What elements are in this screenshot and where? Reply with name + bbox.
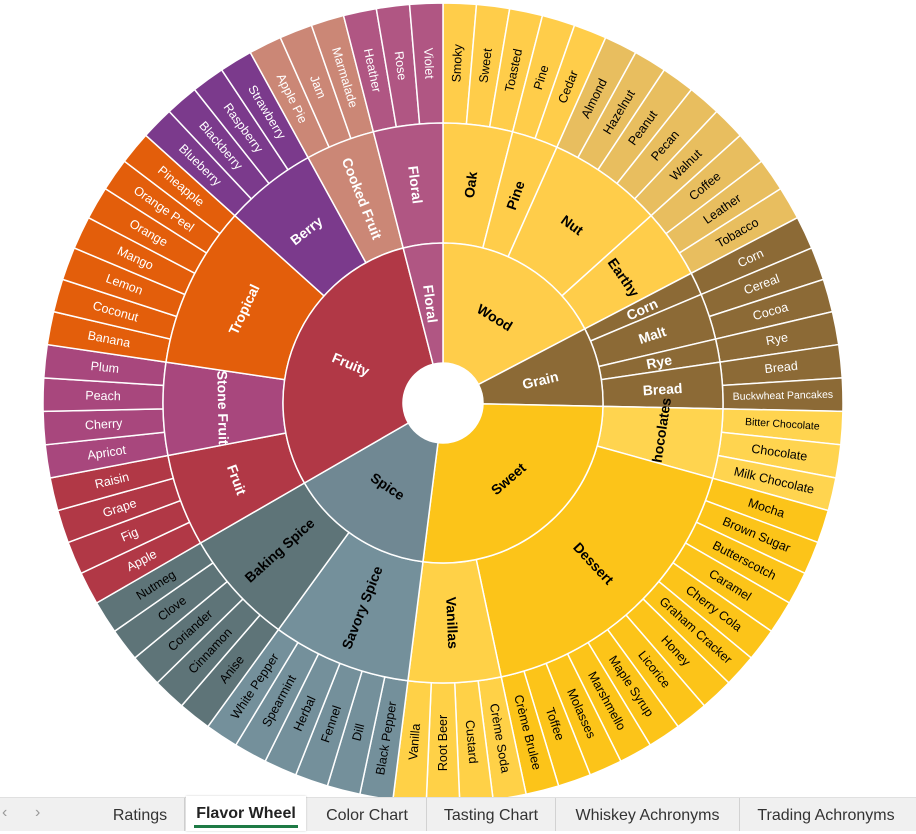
category-label: Floral [405, 165, 426, 205]
leaf-label: Root Beer [436, 715, 450, 771]
tab-label: Flavor Wheel [196, 805, 296, 822]
leaf-label: Dill [350, 722, 368, 742]
sheet-tab-bar: ‹ › Ratings Flavor Wheel Color Chart Tas… [0, 796, 916, 831]
active-tab-underline [194, 825, 298, 828]
tab-whiskey-achronyms[interactable]: Whiskey Achronyms [556, 798, 740, 831]
category-label: Bread [642, 380, 683, 398]
leaf-label: Cherry [85, 416, 124, 432]
category-label: Vanillas [443, 596, 461, 649]
leaf-label: Plum [90, 359, 120, 376]
tab-tasting-chart[interactable]: Tasting Chart [427, 798, 556, 831]
center-hole [403, 363, 483, 443]
leaf-label: Rye [765, 330, 790, 348]
tab-ratings[interactable]: Ratings [96, 798, 185, 831]
leaf-label: Bread [764, 359, 799, 376]
leaf-label: Custard [463, 719, 481, 764]
leaf-label: Fig [119, 525, 140, 545]
leaf-label: Violet [421, 47, 436, 79]
leaf-label: Buckwheat Pancakes [733, 389, 834, 403]
category-label: Stone Fruit [214, 371, 232, 446]
tab-label: Ratings [112, 807, 168, 824]
tab-color-chart[interactable]: Color Chart [308, 798, 427, 831]
leaf-label: Pine [531, 63, 552, 91]
tab-trading-achronyms[interactable]: Trading Achronyms [740, 798, 912, 831]
tab-label: Color Chart [326, 807, 408, 824]
category-label: Rye [645, 351, 673, 372]
tab-label: Whiskey Achronyms [575, 807, 720, 824]
leaf-label: Sweet [476, 47, 494, 84]
leaf-label: Apricot [86, 443, 127, 463]
chevron-left-icon[interactable]: ‹ [2, 804, 8, 821]
leaf-label: Smoky [449, 43, 465, 83]
group-label: Floral [420, 284, 441, 324]
category-label: Oak [461, 170, 480, 198]
chevron-right-icon[interactable]: › [35, 804, 41, 821]
leaf-label: Rose [392, 50, 410, 81]
tab-label: Tasting Chart [443, 807, 539, 824]
leaf-label: Vanilla [406, 723, 423, 761]
leaf-label: Peach [85, 389, 121, 404]
tab-label: Trading Achronyms [757, 807, 895, 824]
leaf-label: Bitter Chocolate [745, 416, 820, 433]
tab-flavor-wheel[interactable]: Flavor Wheel [186, 796, 306, 831]
